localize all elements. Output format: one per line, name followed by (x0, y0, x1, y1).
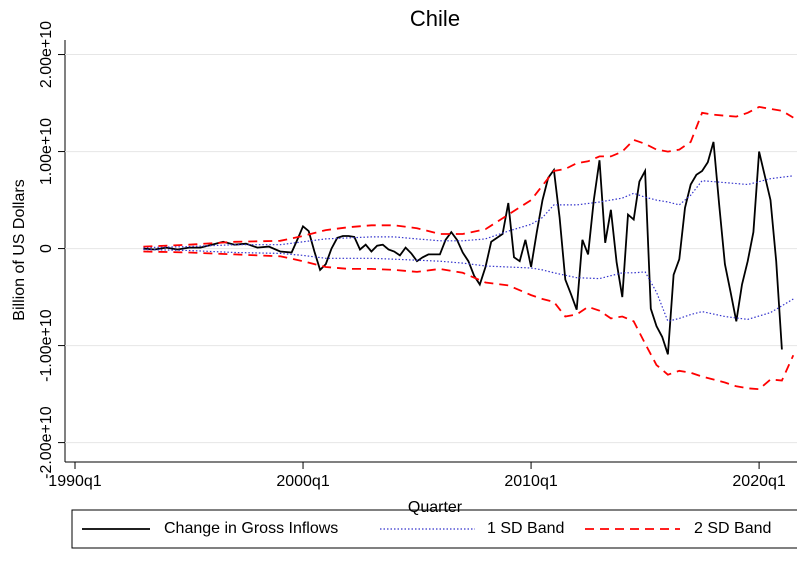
x-tick-label: 2010q1 (504, 473, 557, 490)
legend-box (71, 509, 797, 549)
series-line (143, 105, 794, 248)
x-tick-label: 1990q1 (48, 473, 101, 490)
x-axis-label: Quarter (408, 499, 463, 516)
legend-label: Change in Gross Inflows (164, 520, 338, 537)
series-line (143, 175, 794, 249)
y-tick-label: -1.00e+10 (38, 309, 55, 382)
x-tick-label: 2000q1 (276, 473, 329, 490)
series-line (143, 248, 794, 323)
legend-label: 1 SD Band (487, 520, 564, 537)
chart-title: Chile (410, 6, 460, 31)
y-tick-label: 1.00e+10 (38, 118, 55, 185)
legend-label: 2 SD Band (694, 520, 771, 537)
y-axis-label: Billion of US Dollars (11, 179, 28, 320)
y-tick-label: 2.00e+10 (38, 21, 55, 88)
y-tick-label: 0 (38, 244, 55, 253)
y-tick-label: -2.00e+10 (38, 406, 55, 479)
series-line (143, 250, 795, 391)
x-tick-label: 2020q1 (732, 473, 785, 490)
